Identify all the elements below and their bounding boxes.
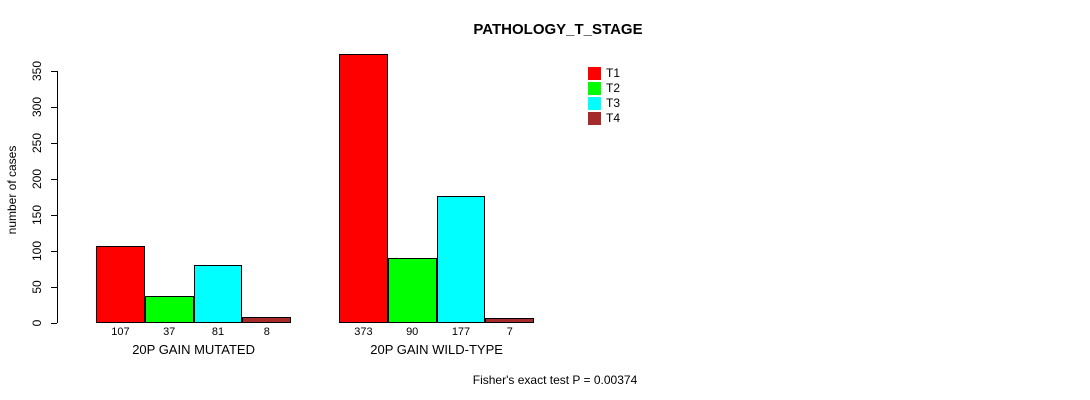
category-label: 20P GAIN WILD-TYPE — [370, 342, 503, 357]
legend-swatch-t1 — [588, 67, 601, 80]
y-tick-label: 250 — [30, 132, 44, 154]
legend-label: T2 — [606, 81, 621, 95]
legend-swatch-t4 — [588, 112, 601, 125]
bar-t1-group1 — [96, 246, 145, 323]
bar-value-label: 81 — [211, 326, 225, 338]
y-tick-mark — [51, 71, 57, 72]
legend-swatch-t2 — [588, 82, 601, 95]
bar-value-label: 8 — [263, 326, 270, 338]
bar-value-label: 177 — [451, 326, 471, 338]
bar-value-label: 107 — [111, 326, 130, 338]
legend-swatch-t3 — [588, 97, 601, 110]
bar-value-label: 90 — [406, 326, 419, 338]
y-tick-label: 100 — [30, 240, 44, 262]
y-tick-mark — [51, 323, 57, 324]
legend-label: T1 — [606, 66, 621, 80]
legend-item: T1 — [588, 66, 620, 81]
y-tick-label: 350 — [30, 60, 44, 82]
chart-title: PATHOLOGY_T_STAGE — [473, 21, 643, 38]
legend-item: T2 — [588, 81, 620, 96]
y-axis-line — [57, 71, 58, 323]
statistical-test-annotation: Fisher's exact test P = 0.00374 — [472, 373, 638, 387]
bar-t1-group2 — [339, 54, 388, 323]
y-tick-mark — [51, 287, 57, 288]
legend-item: T3 — [588, 96, 620, 111]
y-tick-label: 50 — [30, 280, 44, 294]
legend: T1 T2 T3 T4 — [588, 66, 620, 126]
legend-label: T3 — [606, 96, 621, 110]
y-tick-label: 0 — [30, 319, 44, 327]
legend-item: T4 — [588, 111, 620, 126]
bar-value-label: 37 — [163, 326, 176, 338]
y-tick-label: 150 — [30, 204, 44, 226]
bar-t2-group2 — [387, 258, 437, 323]
y-tick-mark — [51, 107, 57, 108]
y-tick-mark — [51, 143, 57, 144]
y-axis-label: number of cases — [5, 145, 19, 235]
y-tick-mark — [51, 179, 57, 180]
bar-value-label: 7 — [506, 326, 513, 338]
bar-t3-group1 — [193, 264, 243, 323]
y-tick-label: 300 — [30, 96, 44, 118]
bar-value-label: 373 — [354, 326, 373, 338]
bar-t3-group2 — [436, 195, 486, 323]
y-tick-label: 200 — [30, 168, 44, 190]
y-tick-mark — [51, 215, 57, 216]
category-label: 20P GAIN MUTATED — [132, 342, 255, 357]
legend-label: T4 — [606, 111, 621, 125]
y-tick-mark — [51, 251, 57, 252]
bar-t2-group1 — [144, 296, 194, 323]
bar-t4-group1 — [242, 317, 292, 323]
bar-t4-group2 — [485, 318, 535, 323]
